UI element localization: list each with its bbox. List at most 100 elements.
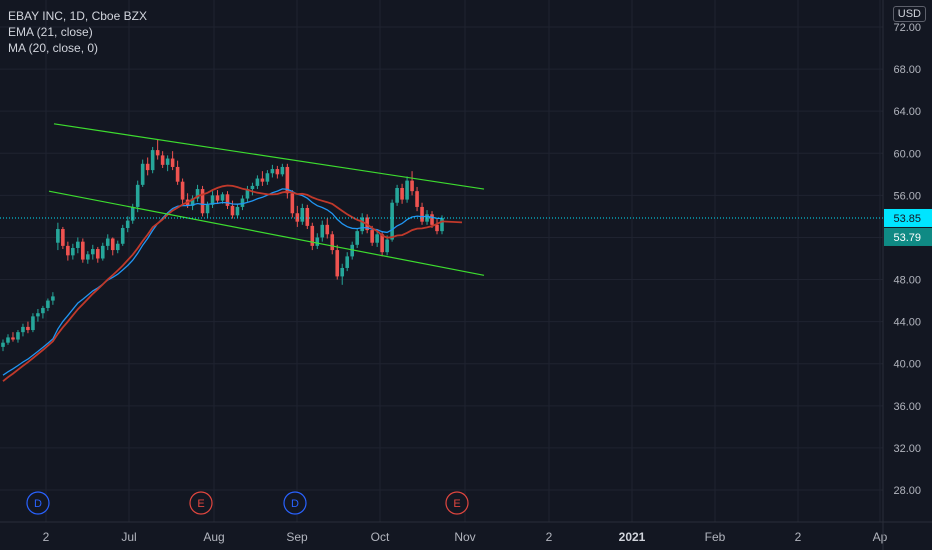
- candle-body: [390, 202, 394, 240]
- candle-body: [325, 224, 330, 235]
- candle-body: [335, 250, 340, 277]
- candle-body: [300, 207, 305, 222]
- candle-body: [130, 206, 135, 221]
- candle-body: [140, 163, 145, 185]
- candle-body: [46, 300, 50, 308]
- candle-body: [295, 213, 300, 222]
- ma-indicator-label[interactable]: MA (20, close, 0): [8, 41, 99, 55]
- candle-body: [100, 245, 105, 259]
- event-label: D: [291, 498, 299, 510]
- candle-body: [145, 163, 150, 171]
- candle-body: [61, 229, 65, 246]
- candle-body: [340, 267, 345, 277]
- x-tick-label: Sep: [286, 530, 308, 544]
- candle-body: [1, 342, 5, 347]
- ema-indicator-label[interactable]: EMA (21, close): [8, 25, 93, 39]
- candle-body: [71, 247, 75, 256]
- candle-body: [125, 220, 130, 228]
- candle-body: [56, 229, 60, 243]
- candle-body: [280, 166, 285, 175]
- y-tick-label: 36.00: [893, 401, 921, 413]
- candle-body: [370, 230, 374, 243]
- candle-body: [120, 227, 125, 244]
- y-tick-label: 40.00: [893, 359, 921, 371]
- candle-body: [150, 150, 155, 171]
- candle-body: [345, 256, 350, 268]
- candle-body: [155, 150, 160, 156]
- candle-body: [195, 189, 200, 199]
- x-tick-label: Oct: [371, 530, 390, 544]
- y-tick-label: 28.00: [893, 485, 921, 497]
- candle-body: [395, 187, 399, 203]
- candle-body: [260, 178, 265, 182]
- candle-body: [170, 158, 175, 167]
- y-tick-label: 64.00: [893, 106, 921, 118]
- candle-body: [16, 332, 20, 340]
- ema-line: [2, 188, 442, 376]
- y-tick-label: 56.00: [893, 190, 921, 202]
- candle-body: [235, 206, 240, 216]
- x-tick-label: 2021: [619, 530, 646, 544]
- candle-body: [265, 173, 270, 182]
- candle-body: [305, 207, 310, 226]
- candle-body: [250, 185, 255, 190]
- event-circle: [283, 491, 307, 515]
- ma-price-value: 53.79: [893, 232, 921, 244]
- y-tick-label: 32.00: [893, 443, 921, 455]
- y-tick-label: 48.00: [893, 275, 921, 287]
- candle-body: [310, 225, 315, 246]
- event-label: D: [34, 498, 42, 510]
- candle-body: [290, 193, 295, 214]
- candle-body: [220, 194, 225, 201]
- event-label: E: [197, 498, 204, 510]
- currency-button[interactable]: USD: [892, 6, 926, 22]
- candle-body: [275, 169, 280, 175]
- ma-line: [2, 184, 463, 382]
- candle-body: [180, 181, 185, 200]
- candle-body: [320, 224, 325, 238]
- candle-body: [230, 205, 235, 216]
- candle-body: [285, 166, 290, 194]
- symbol-title[interactable]: EBAY INC, 1D, Cboe BZX: [8, 9, 147, 23]
- dividend-marker[interactable]: D: [26, 491, 50, 515]
- earnings-marker[interactable]: E: [445, 491, 469, 515]
- candle-body: [240, 198, 245, 207]
- dividend-marker[interactable]: D: [283, 491, 307, 515]
- candle-body: [135, 184, 140, 207]
- candle-body: [410, 180, 414, 192]
- candle-body: [41, 307, 45, 314]
- last-price-value: 53.85: [893, 213, 921, 225]
- candle-body: [66, 245, 70, 256]
- candle-body: [430, 214, 434, 225]
- candle-body: [205, 204, 210, 214]
- x-tick-label: 2: [795, 530, 802, 544]
- candle-body: [360, 217, 364, 232]
- candle-body: [160, 155, 165, 165]
- candle-body: [355, 231, 359, 245]
- earnings-marker[interactable]: E: [189, 491, 213, 515]
- candle-body: [115, 243, 120, 251]
- candle-body: [110, 238, 115, 251]
- event-label: E: [453, 498, 460, 510]
- x-tick-label: Nov: [454, 530, 475, 544]
- candle-body: [435, 224, 439, 232]
- candle-body: [6, 337, 10, 343]
- candle-body: [165, 158, 170, 165]
- candle-body: [36, 313, 40, 317]
- candle-body: [415, 191, 419, 207]
- candle-body: [425, 214, 429, 222]
- candle-body: [255, 178, 260, 186]
- candle-body: [245, 189, 250, 199]
- ma-price-tag: [884, 227, 932, 246]
- candle-body: [385, 239, 389, 253]
- candle-body: [31, 316, 35, 331]
- x-tick-label: 2: [546, 530, 553, 544]
- candle-body: [11, 337, 15, 340]
- channel-upper-line: [53, 123, 485, 190]
- x-tick-label: Ap: [873, 530, 888, 544]
- channel-lower-line: [48, 190, 485, 276]
- y-tick-label: 60.00: [893, 148, 921, 160]
- chart-legend: EBAY INC, 1D, Cboe BZX EMA (21, close) M…: [8, 8, 147, 56]
